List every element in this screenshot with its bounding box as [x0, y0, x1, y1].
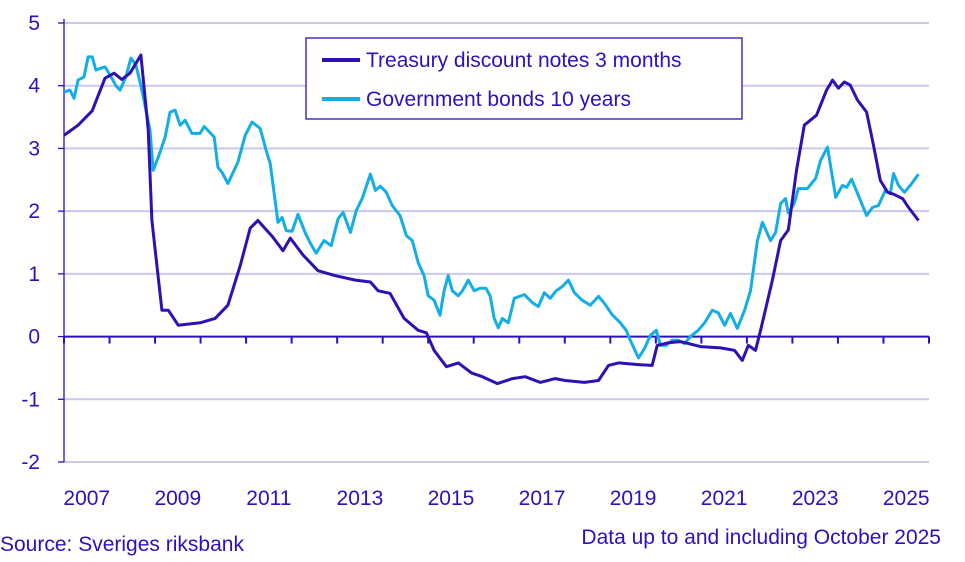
x-tick-label: 2015	[428, 487, 475, 510]
source-note: Source: Sveriges riksbank	[0, 533, 244, 556]
x-tick-label: 2009	[154, 487, 201, 510]
y-tick-label: 3	[28, 137, 40, 160]
x-tick-label: 2019	[610, 487, 657, 510]
legend: Treasury discount notes 3 months Governm…	[305, 37, 743, 120]
x-tick-label: 2025	[883, 487, 930, 510]
legend-label-bonds: Government bonds 10 years	[366, 88, 631, 111]
x-tick-label: 2013	[337, 487, 384, 510]
series-line-bonds-10y	[63, 55, 920, 360]
x-tick-label: 2017	[519, 487, 566, 510]
x-tick-label: 2021	[701, 487, 748, 510]
y-tick-label: -2	[21, 451, 40, 474]
y-tick-label: 4	[28, 75, 40, 98]
legend-label-treasury: Treasury discount notes 3 months	[366, 49, 682, 72]
x-axis: 2007 2009 2011 2013 2015 2017 2019 2021 2023 2025	[63, 335, 930, 510]
y-tick-label: 1	[28, 263, 40, 286]
x-tick-label: 2011	[246, 487, 291, 510]
y-tick-label: 2	[28, 200, 40, 223]
data-coverage-note: Data up to and including October 2025	[581, 526, 941, 549]
y-tick-label: -1	[21, 388, 40, 411]
legend-box	[305, 37, 743, 120]
x-tick-label: 2007	[63, 487, 110, 510]
series-line-treasury-3m	[63, 53, 920, 386]
y-axis: -2 -1 0 1 2 3 4 5	[21, 12, 65, 474]
x-tick-label: 2023	[792, 487, 839, 510]
y-tick-label: 5	[28, 12, 40, 35]
y-tick-label: 0	[28, 326, 40, 349]
series-lines	[63, 53, 920, 386]
